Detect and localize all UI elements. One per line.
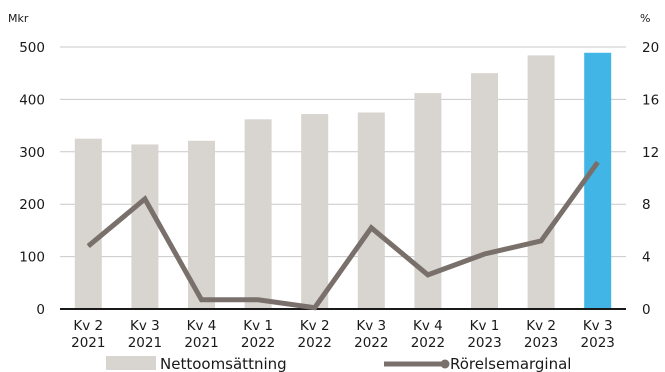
- y-right-tick-label: 8: [642, 197, 651, 213]
- x-tick-quarter: Kv 2: [526, 318, 556, 334]
- margin-point: [87, 245, 89, 247]
- legend-label-bar: Nettoomsättning: [160, 355, 287, 372]
- margin-point: [484, 253, 485, 255]
- y-left-tick-label: 500: [19, 40, 45, 56]
- y-left-unit-label: Mkr: [8, 12, 29, 25]
- bar-kv1-2022: [244, 119, 272, 309]
- margin-point: [257, 299, 259, 301]
- legend: Nettoomsättning Rörelsemarginal: [106, 355, 571, 372]
- x-tick-year: 2023: [581, 335, 615, 351]
- x-tick-year: 2022: [298, 335, 332, 351]
- y-right-tick-label: 0: [642, 302, 651, 318]
- y-axis-right: 0 4 8 12 16 20%: [640, 12, 659, 318]
- bar-series: [74, 52, 612, 310]
- margin-line: [86, 160, 600, 311]
- y-left-tick-label: 0: [36, 302, 45, 318]
- line-series: [86, 160, 600, 311]
- x-tick-quarter: Kv 3: [130, 318, 160, 334]
- y-right-tick-label: 4: [642, 250, 651, 266]
- x-tick-year: 2023: [524, 335, 558, 351]
- y-right-tick-label: 12: [642, 145, 659, 161]
- margin-point: [201, 299, 202, 301]
- x-tick-quarter: Kv 4: [413, 318, 443, 334]
- y-left-tick-label: 100: [19, 250, 45, 266]
- x-tick-year: 2021: [71, 335, 105, 351]
- margin-point: [144, 198, 146, 200]
- margin-point: [540, 240, 542, 242]
- x-tick-quarter: Kv 2: [73, 318, 103, 334]
- x-tick-year: 2023: [467, 335, 501, 351]
- x-tick-year: 2021: [184, 335, 218, 351]
- legend-swatch-bar: [106, 356, 156, 370]
- x-tick-quarter: Kv 3: [356, 318, 386, 334]
- x-tick-quarter: Kv 1: [470, 318, 500, 334]
- y-right-tick-label: 20: [642, 40, 659, 56]
- bar-kv1-2023: [471, 73, 498, 309]
- x-tick-year: 2022: [241, 335, 275, 351]
- x-tick-year: 2022: [411, 335, 445, 351]
- bar-kv2-2021: [74, 138, 102, 309]
- y-right-tick-label: 16: [642, 92, 659, 108]
- y-right-unit-label: %: [640, 12, 650, 25]
- x-tick-quarter: Kv 2: [300, 318, 330, 334]
- x-tick-quarter: Kv 4: [187, 318, 217, 334]
- x-tick-quarter: Kv 3: [583, 318, 613, 334]
- y-left-tick-label: 400: [19, 92, 45, 108]
- y-left-tick-label: 300: [19, 145, 45, 161]
- y-left-tick-label: 200: [19, 197, 45, 213]
- bar-kv3-2023: [584, 52, 612, 309]
- x-tick-year: 2022: [354, 335, 388, 351]
- y-axis-left: 0 100 200 300 400 500 Mkr: [8, 12, 45, 318]
- bar-kv2-2022: [301, 114, 329, 310]
- bar-kv3-2022: [357, 112, 385, 309]
- legend-marker-line: [440, 359, 450, 369]
- legend-label-line: Rörelsemarginal: [450, 355, 571, 372]
- margin-point: [370, 227, 372, 229]
- margin-point: [597, 161, 599, 163]
- x-tick-quarter: Kv 1: [243, 318, 273, 334]
- bar-kv3-2021: [131, 144, 159, 309]
- bar-kv2-2023: [527, 55, 555, 309]
- margin-point: [427, 274, 429, 276]
- x-tick-year: 2021: [128, 335, 162, 351]
- margin-point: [314, 307, 316, 309]
